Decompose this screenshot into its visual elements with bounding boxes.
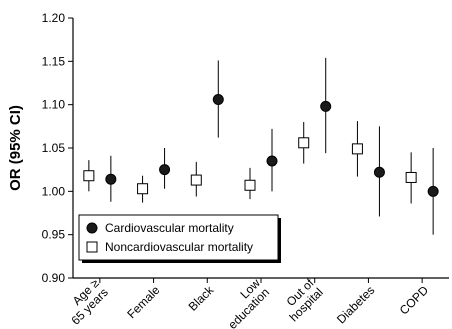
x-tick-label: Age ≥65 years bbox=[59, 276, 111, 328]
x-axis-labels: Age ≥65 years Female Black Loweducation Out … bbox=[59, 276, 432, 329]
legend-box bbox=[78, 214, 279, 261]
point-cardiovascular bbox=[212, 93, 224, 105]
legend-marker-cardiovascular bbox=[86, 222, 98, 234]
y-tick-label: 1.05 bbox=[42, 141, 66, 155]
legend-label: Noncardiovascular mortality bbox=[105, 240, 253, 254]
legend: Cardiovascular mortality Noncardiovascula… bbox=[78, 214, 281, 263]
x-tick-label: Loweducation bbox=[216, 276, 272, 329]
x-tick-label: COPD bbox=[397, 283, 432, 318]
point-cardiovascular bbox=[159, 164, 171, 176]
legend-label: Cardiovascular mortality bbox=[105, 221, 234, 235]
data-marks bbox=[83, 57, 439, 235]
point-noncardiovascular bbox=[83, 170, 95, 182]
y-tick-label: 0.90 bbox=[42, 271, 66, 285]
y-axis-ticks: 0.90 0.95 1.00 1.05 1.10 1.15 1.20 bbox=[42, 11, 73, 285]
y-tick-label: 1.10 bbox=[42, 98, 66, 112]
x-tick-label: Diabetes bbox=[334, 283, 377, 326]
point-cardiovascular bbox=[373, 166, 385, 178]
point-cardiovascular bbox=[266, 155, 278, 167]
point-cardiovascular bbox=[320, 100, 332, 112]
y-tick-label: 1.20 bbox=[42, 11, 66, 25]
x-tick-label: Female bbox=[124, 283, 162, 321]
x-tick-label: Black bbox=[186, 282, 217, 313]
point-noncardiovascular bbox=[351, 143, 363, 155]
point-noncardiovascular bbox=[298, 137, 310, 149]
point-cardiovascular bbox=[105, 173, 117, 185]
x-tick-label: Out ofhospital bbox=[277, 276, 326, 325]
legend-marker-noncardiovascular bbox=[86, 241, 98, 253]
y-tick-label: 1.15 bbox=[42, 54, 66, 68]
point-noncardiovascular bbox=[405, 171, 417, 183]
point-noncardiovascular bbox=[244, 179, 256, 191]
point-cardiovascular bbox=[427, 185, 439, 197]
y-tick-label: 1.00 bbox=[42, 184, 66, 198]
y-tick-label: 0.95 bbox=[42, 228, 66, 242]
y-axis-label: OR (95% CI) bbox=[7, 105, 24, 191]
point-noncardiovascular bbox=[137, 183, 149, 195]
point-noncardiovascular bbox=[190, 174, 202, 186]
